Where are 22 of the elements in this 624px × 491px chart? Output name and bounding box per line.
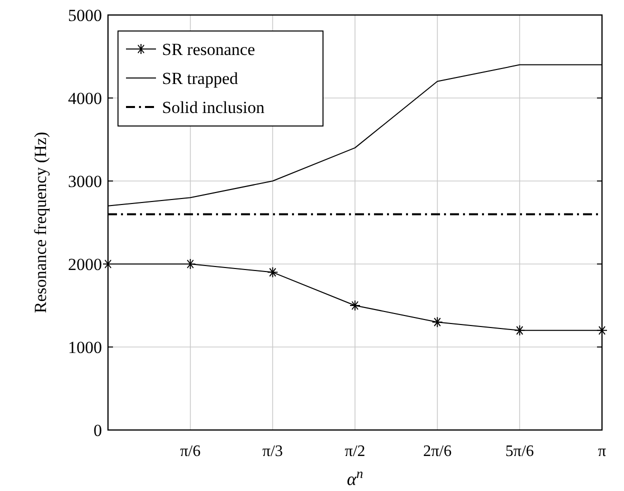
x-tick-label: π/3 [262,443,283,460]
legend-label: SR resonance [162,40,256,59]
point [596,324,608,336]
x-tick-label: π/2 [344,443,366,460]
x-tick-label: π/6 [180,443,201,460]
x-tick-label: 2π/6 [423,443,452,460]
point [350,300,360,311]
y-tick-label: 5000 [68,6,102,25]
x-tick-label: π [598,443,606,460]
y-tick-label: 3000 [68,172,102,191]
y-tick-label: 2000 [68,255,102,274]
point [514,324,526,336]
y-tick-label: 4000 [68,89,102,108]
x-axis-title: α$^{n}$ [346,466,364,489]
legend-label: SR trapped [162,69,239,88]
legend-label: Solid inclusion [162,98,265,117]
point [267,266,278,278]
x-tick-label: 5π/6 [505,443,534,460]
y-axis-title: Resonance frequency (Hz) [31,132,50,314]
point [432,316,443,328]
y-tick-label: 0 [94,421,102,440]
y-tick-label: 1000 [68,338,102,357]
